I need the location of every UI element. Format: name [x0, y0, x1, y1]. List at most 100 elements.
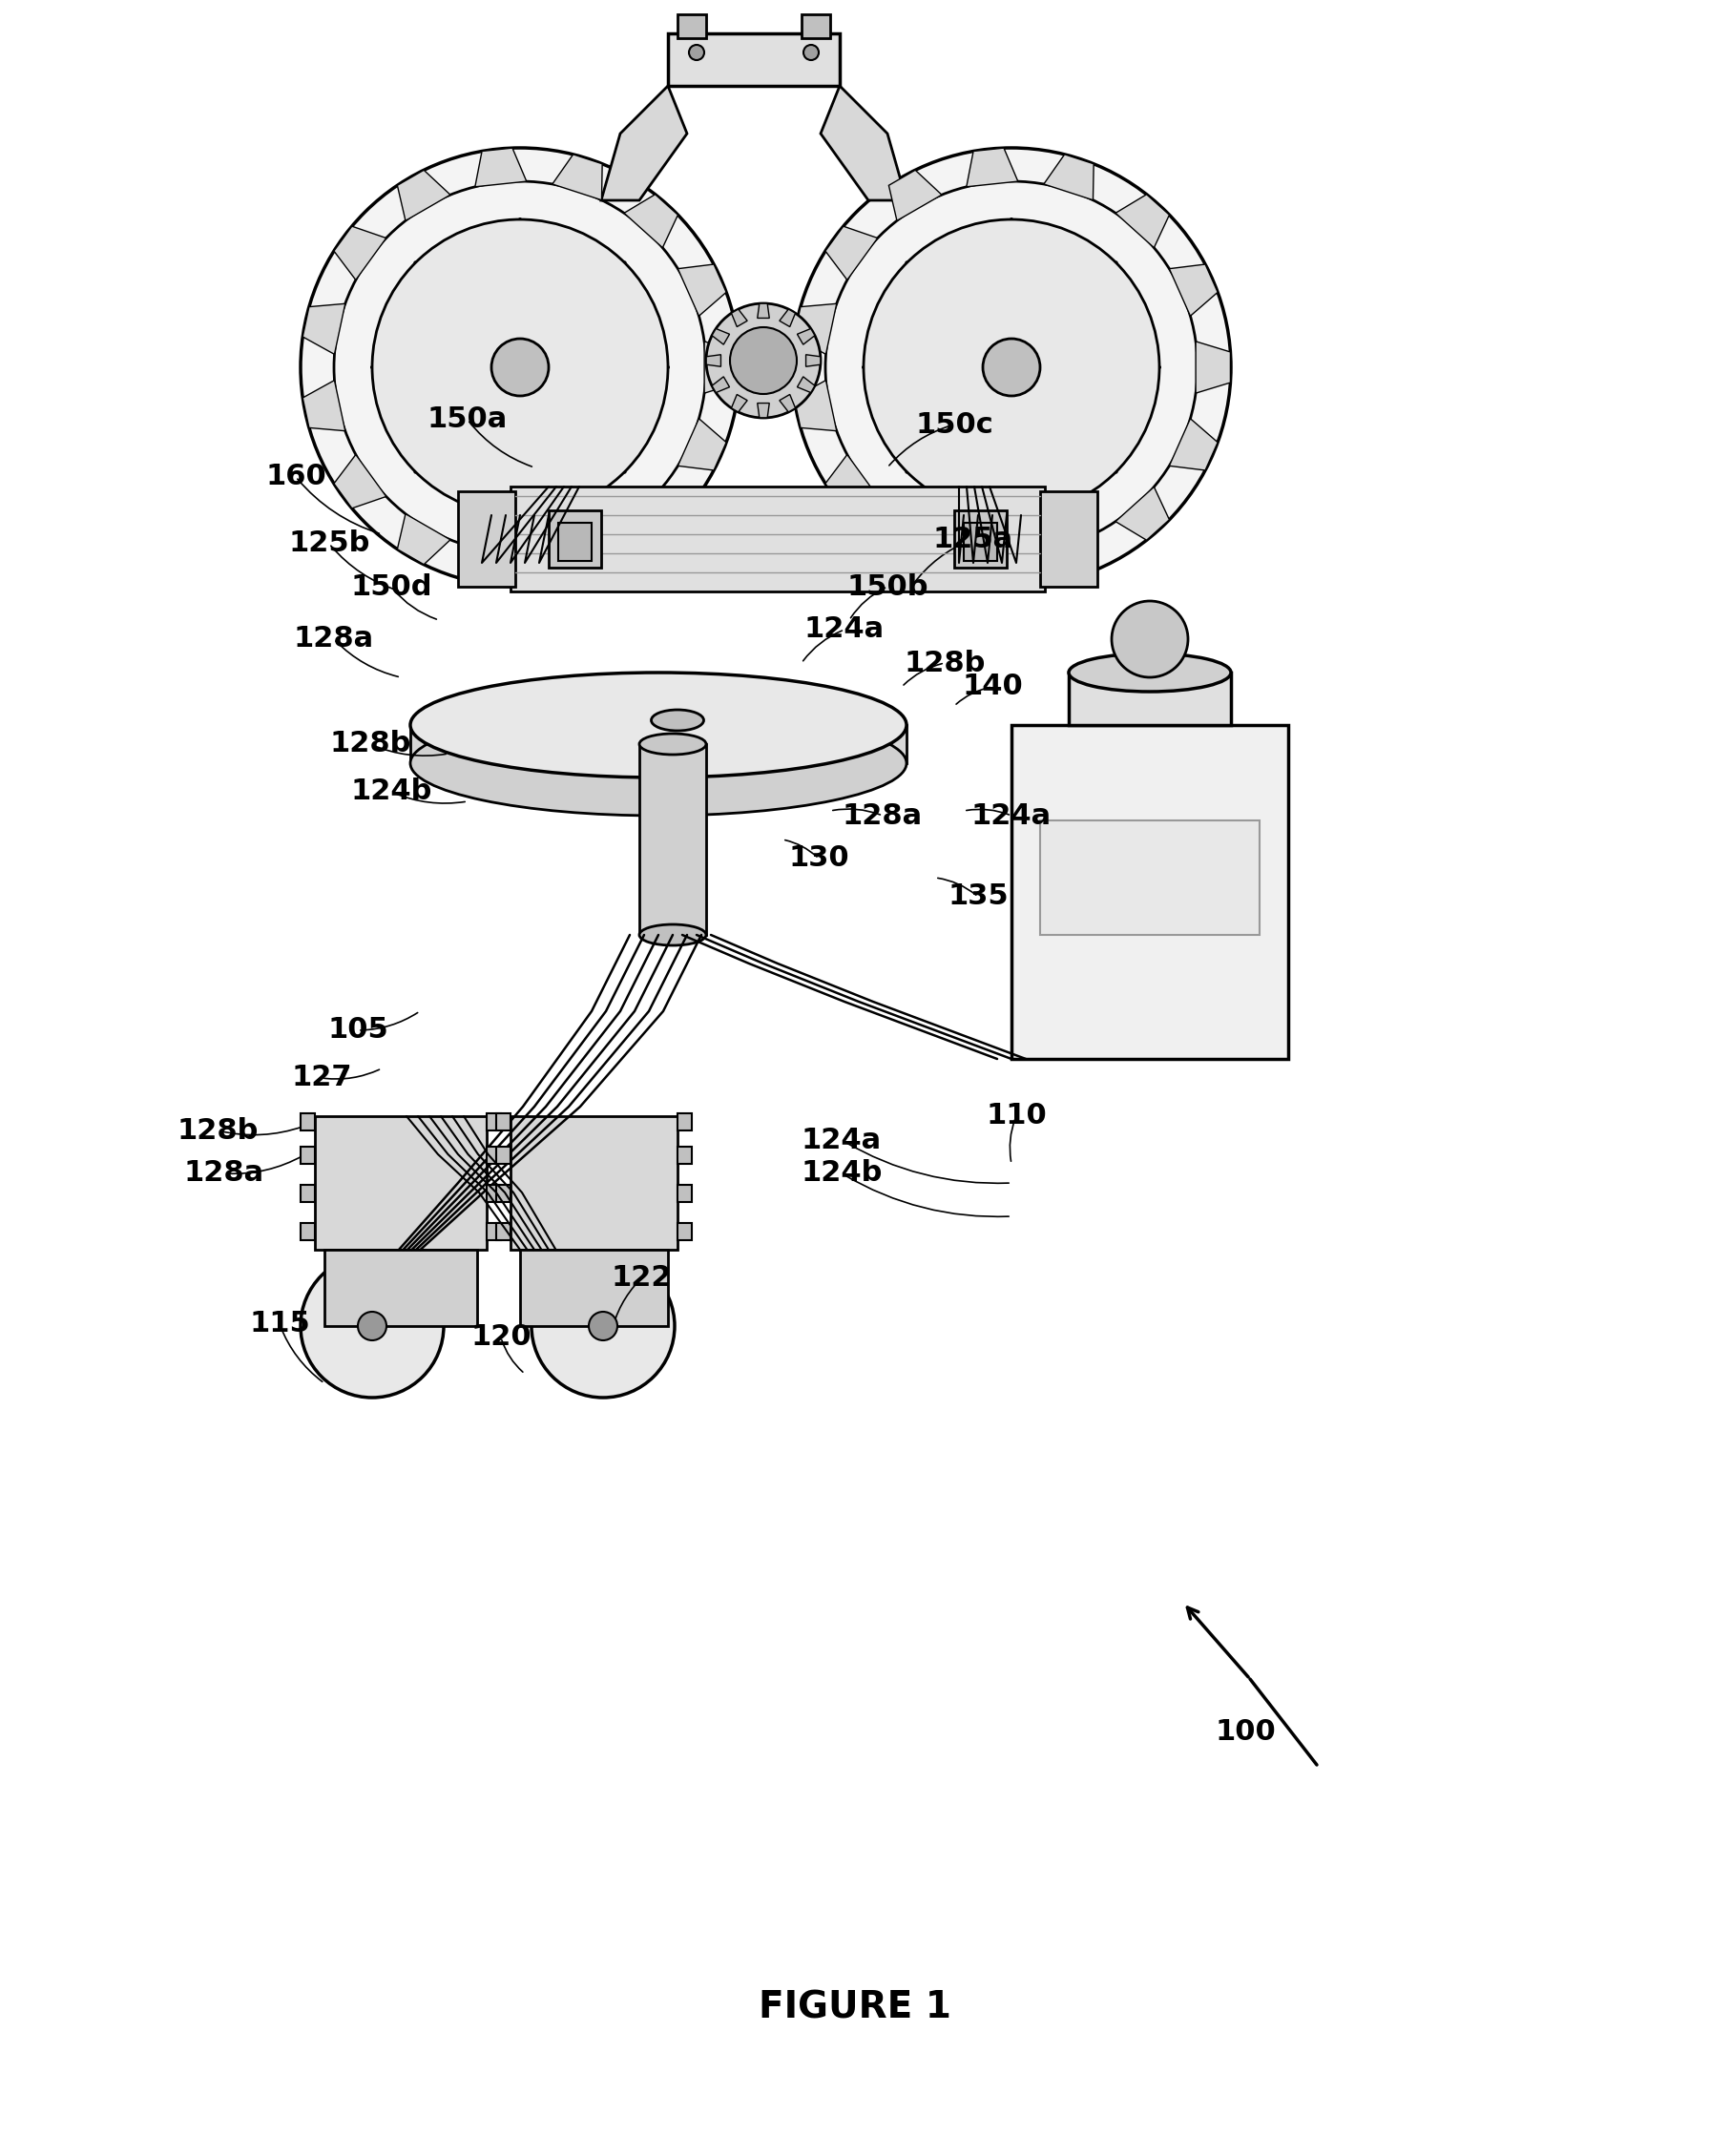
Circle shape	[803, 45, 819, 60]
Text: 135: 135	[948, 884, 1008, 910]
Text: 140: 140	[962, 673, 1022, 701]
Bar	[677, 1147, 692, 1164]
Polygon shape	[602, 86, 687, 201]
Polygon shape	[396, 513, 451, 565]
Circle shape	[301, 149, 740, 586]
Bar	[1012, 724, 1289, 1059]
Polygon shape	[967, 548, 1019, 586]
Polygon shape	[396, 170, 451, 220]
Polygon shape	[889, 513, 942, 565]
Circle shape	[730, 328, 796, 395]
Polygon shape	[1044, 155, 1094, 201]
Text: 124b: 124b	[802, 1160, 882, 1188]
Text: 150c: 150c	[916, 410, 993, 438]
Circle shape	[706, 304, 820, 418]
Polygon shape	[1169, 265, 1219, 317]
Circle shape	[983, 338, 1041, 397]
Bar	[496, 1222, 511, 1240]
Polygon shape	[825, 455, 878, 509]
Polygon shape	[333, 226, 386, 280]
Text: 105: 105	[328, 1015, 388, 1044]
Text: 150b: 150b	[846, 573, 928, 602]
Polygon shape	[552, 535, 602, 580]
Polygon shape	[333, 455, 386, 509]
Polygon shape	[1169, 418, 1219, 470]
Text: 128a: 128a	[843, 802, 923, 830]
Circle shape	[492, 338, 549, 397]
Bar	[802, 15, 831, 39]
Bar	[487, 1112, 501, 1130]
Bar	[1041, 821, 1260, 936]
Circle shape	[590, 1311, 617, 1341]
Polygon shape	[624, 487, 678, 541]
Bar	[301, 1186, 314, 1203]
Text: 150a: 150a	[427, 405, 508, 433]
Polygon shape	[678, 418, 726, 470]
Polygon shape	[713, 328, 730, 345]
Bar	[677, 15, 706, 39]
Bar	[301, 1222, 314, 1240]
Bar	[487, 1222, 501, 1240]
Text: 124b: 124b	[350, 778, 432, 806]
Polygon shape	[475, 149, 526, 188]
Bar	[559, 522, 591, 561]
Text: 127: 127	[291, 1065, 352, 1091]
Text: FIGURE 1: FIGURE 1	[759, 1990, 950, 2027]
Bar	[458, 492, 516, 586]
Bar	[677, 1186, 692, 1203]
Polygon shape	[713, 377, 730, 392]
Bar	[314, 1117, 487, 1250]
Bar	[487, 1147, 501, 1164]
Polygon shape	[825, 226, 878, 280]
Circle shape	[373, 220, 668, 515]
Bar	[954, 511, 1007, 567]
Polygon shape	[889, 170, 942, 220]
Bar	[325, 1250, 477, 1326]
Bar	[1068, 673, 1230, 724]
Ellipse shape	[639, 733, 706, 755]
Text: 125a: 125a	[933, 526, 1013, 552]
Polygon shape	[757, 304, 769, 319]
Bar	[301, 1112, 314, 1130]
Polygon shape	[624, 194, 678, 248]
Text: 110: 110	[986, 1102, 1046, 1130]
Bar	[496, 1186, 511, 1203]
Text: 128a: 128a	[185, 1160, 265, 1188]
Bar	[639, 744, 706, 936]
Polygon shape	[796, 377, 815, 392]
Bar	[496, 1112, 511, 1130]
Polygon shape	[704, 341, 738, 392]
Ellipse shape	[651, 709, 704, 731]
Polygon shape	[795, 304, 837, 354]
Circle shape	[301, 1255, 444, 1397]
Polygon shape	[757, 403, 769, 418]
Polygon shape	[796, 328, 815, 345]
Text: 160: 160	[265, 464, 326, 492]
Polygon shape	[731, 308, 747, 328]
Text: 124a: 124a	[971, 802, 1051, 830]
Bar	[487, 1186, 501, 1203]
Text: 130: 130	[788, 845, 849, 873]
Polygon shape	[967, 149, 1019, 188]
Bar	[677, 1112, 692, 1130]
Bar	[301, 1147, 314, 1164]
Text: 124a: 124a	[802, 1125, 882, 1153]
Bar	[668, 32, 839, 86]
Polygon shape	[706, 354, 721, 367]
Polygon shape	[795, 379, 837, 431]
Circle shape	[791, 149, 1230, 586]
Ellipse shape	[410, 673, 906, 778]
Bar	[520, 1250, 668, 1326]
Ellipse shape	[639, 925, 706, 944]
Polygon shape	[731, 395, 747, 412]
Text: 128b: 128b	[330, 731, 410, 759]
Polygon shape	[1044, 535, 1094, 580]
Ellipse shape	[1068, 653, 1230, 692]
Bar	[549, 511, 602, 567]
Text: 124a: 124a	[805, 617, 885, 642]
Polygon shape	[779, 395, 795, 412]
Bar	[511, 1117, 677, 1250]
Circle shape	[689, 45, 704, 60]
Bar	[410, 724, 906, 763]
Polygon shape	[1116, 487, 1169, 541]
